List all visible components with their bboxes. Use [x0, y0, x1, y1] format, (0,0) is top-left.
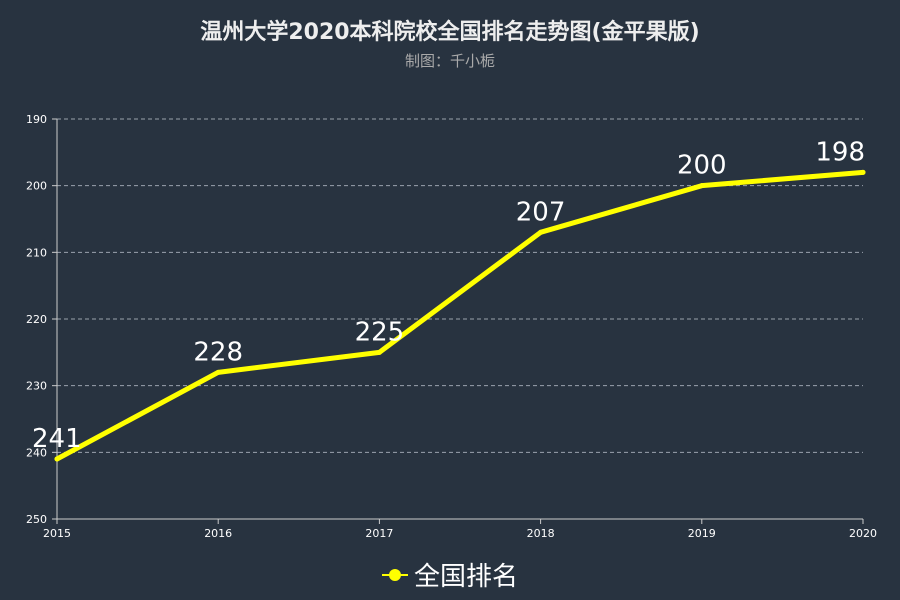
- data-point: [860, 169, 866, 175]
- legend[interactable]: 全国排名: [0, 556, 900, 593]
- y-tick-label: 200: [26, 180, 47, 193]
- series-line: [54, 169, 866, 462]
- legend-marker-icon: [381, 568, 408, 582]
- data-point: [376, 349, 382, 355]
- y-tick-label: 210: [26, 246, 47, 259]
- data-label: 200: [677, 151, 727, 181]
- y-tick-label: 230: [26, 380, 47, 393]
- data-label: 207: [516, 197, 566, 227]
- y-tick-label: 240: [26, 446, 47, 459]
- x-tick-label: 2015: [43, 527, 71, 540]
- data-label: 225: [355, 317, 405, 347]
- x-tick-label: 2017: [365, 527, 393, 540]
- x-tick-label: 2020: [849, 527, 877, 540]
- y-tick-label: 190: [26, 113, 47, 126]
- data-label: 241: [32, 424, 82, 454]
- chart-subtitle: 制图：千小栀: [404, 52, 495, 70]
- legend-label: 全国排名: [413, 562, 518, 592]
- x-tick-label: 2018: [527, 527, 555, 540]
- y-tick-label: 220: [26, 313, 47, 326]
- chart-title: 温州大学2020本科院校全国排名走势图(金平果版): [200, 20, 700, 45]
- data-point: [538, 229, 544, 235]
- data-point: [54, 456, 60, 462]
- x-tick-label: 2016: [204, 527, 232, 540]
- data-label: 228: [193, 337, 243, 367]
- y-tick-label: 250: [26, 513, 47, 526]
- data-point: [215, 369, 221, 375]
- data-point: [699, 183, 705, 189]
- x-tick-label: 2019: [688, 527, 716, 540]
- data-label: 198: [815, 137, 865, 167]
